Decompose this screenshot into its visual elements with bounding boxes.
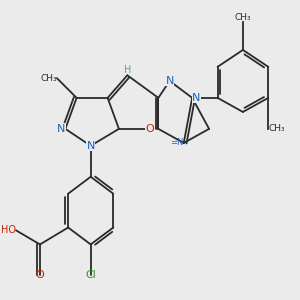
Text: CH₃: CH₃ <box>40 74 57 82</box>
Text: HO: HO <box>1 225 16 235</box>
Text: N: N <box>86 141 95 151</box>
Text: N: N <box>57 124 65 134</box>
Text: O: O <box>146 124 154 134</box>
Text: H: H <box>124 65 131 75</box>
Text: N: N <box>166 76 174 86</box>
Text: CH₃: CH₃ <box>235 13 251 22</box>
Text: =N: =N <box>170 139 184 148</box>
Text: Cl: Cl <box>85 270 96 280</box>
Text: O: O <box>36 270 44 280</box>
Text: CH₃: CH₃ <box>268 124 285 134</box>
Text: N: N <box>192 93 201 103</box>
